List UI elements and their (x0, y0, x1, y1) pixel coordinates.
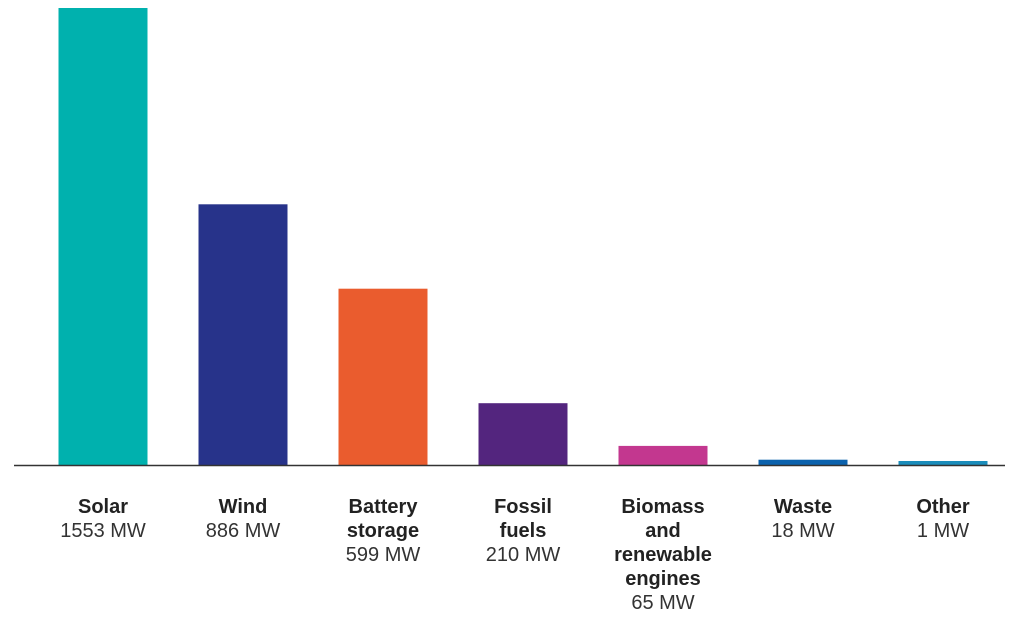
bar-waste (758, 459, 848, 465)
value-label: 599 MW (346, 544, 421, 566)
bar-solar (58, 8, 148, 465)
category-label: renewable (614, 544, 712, 566)
bar-biomass-and-renewable-engines (618, 445, 708, 465)
category-label: engines (625, 568, 701, 590)
value-label: 65 MW (631, 592, 694, 614)
category-label: Biomass (621, 496, 704, 518)
value-label: 1553 MW (60, 520, 146, 542)
bar-wind (198, 204, 288, 466)
value-label: 886 MW (206, 520, 281, 542)
category-label: Solar (78, 496, 128, 518)
category-label: Battery (349, 496, 419, 518)
category-label: Fossil (494, 496, 552, 518)
bar-fossil-fuels (478, 403, 568, 465)
category-label: Wind (219, 496, 268, 518)
category-label: Waste (774, 496, 832, 518)
bar-other (898, 461, 988, 465)
category-label: and (645, 520, 681, 542)
bars-group (58, 8, 988, 466)
bar-battery-storage (338, 288, 428, 465)
category-label: fuels (500, 520, 547, 542)
category-label: Other (916, 496, 970, 518)
value-label: 210 MW (486, 544, 561, 566)
category-label: storage (347, 520, 419, 542)
value-label: 1 MW (917, 520, 969, 542)
value-label: 18 MW (771, 520, 834, 542)
